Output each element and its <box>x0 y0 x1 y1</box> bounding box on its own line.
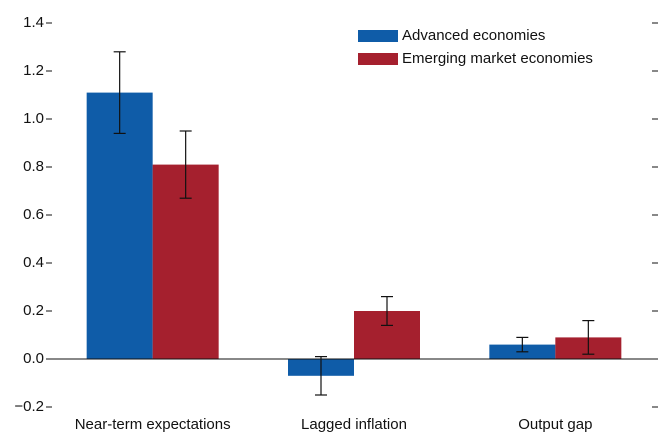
legend-label: Emerging market economies <box>402 50 593 67</box>
y-tick-label: 0.0 <box>23 350 44 367</box>
y-tick-label: 0.2 <box>23 302 44 319</box>
y-tick-label: 0.4 <box>23 254 44 271</box>
y-tick-label: −0.2 <box>14 398 44 415</box>
x-tick-label: Output gap <box>518 416 592 433</box>
legend-swatch <box>358 30 398 42</box>
bar <box>86 92 153 359</box>
x-tick-label: Near-term expectations <box>75 416 231 433</box>
y-tick-label: 1.4 <box>23 14 44 31</box>
y-tick-label: 1.0 <box>23 110 44 127</box>
legend-label: Advanced economies <box>402 27 545 44</box>
x-tick-label: Lagged inflation <box>301 416 407 433</box>
y-tick-label: 0.8 <box>23 158 44 175</box>
legend-swatch <box>358 53 398 65</box>
y-tick-label: 0.6 <box>23 206 44 223</box>
y-tick-label: 1.2 <box>23 62 44 79</box>
